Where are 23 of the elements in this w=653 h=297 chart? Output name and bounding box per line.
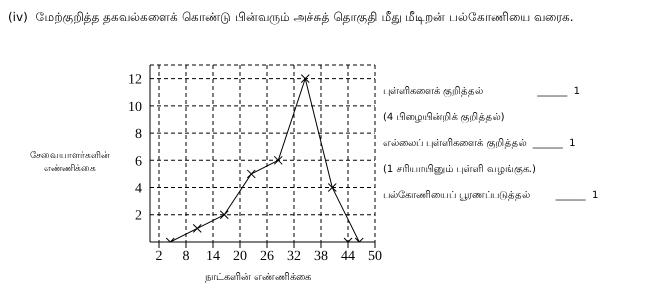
x-axis-title: நாட்களின் எண்ணிக்கை bbox=[204, 272, 312, 284]
text: (4 பிழையின்றிக் குறித்தல்) bbox=[383, 112, 506, 125]
x-tick-label: 20 bbox=[233, 248, 247, 264]
y-axis-title: சேவையாளர்களின் எண்ணிக்கை bbox=[29, 150, 111, 176]
x-tick-label: 32 bbox=[287, 248, 301, 264]
text: (1 சரியாயினும் புள்ளி வழங்குக.) bbox=[383, 164, 537, 177]
x-tick-label: 14 bbox=[206, 248, 220, 264]
y-tick-label: 4 bbox=[135, 182, 142, 197]
text: பல்கோணியைப் பூரணப்படுத்தல் ______ 1 bbox=[383, 190, 600, 203]
x-tick-label: 50 bbox=[368, 248, 382, 264]
x-tick-label: 8 bbox=[182, 248, 190, 264]
chart-title: (iv) மேற்குறித்த தகவல்களைக் கொண்டு பின்வரும் அச்சுத் தொகுதி மீது மீடிறன் பல்கோணியை வரைக. bbox=[8, 10, 574, 25]
y-tick-label: 8 bbox=[135, 127, 142, 142]
y-tick-label: 6 bbox=[135, 154, 142, 170]
y-tick-label: 10 bbox=[128, 100, 142, 115]
x-tick-label: 2 bbox=[156, 248, 162, 264]
y-tick-label: 12 bbox=[128, 72, 142, 88]
x-tick-label: 44 bbox=[341, 248, 355, 264]
x-tick-label: 26 bbox=[260, 248, 274, 264]
x-tick-label: 38 bbox=[314, 248, 328, 264]
text: எல்லைப் புள்ளிகளைக் குறித்தல் ______ 1 bbox=[383, 138, 576, 151]
y-tick-label: 2 bbox=[135, 208, 142, 224]
text: புள்ளிகளைக் குறித்தல் ______ 1 bbox=[383, 86, 581, 99]
